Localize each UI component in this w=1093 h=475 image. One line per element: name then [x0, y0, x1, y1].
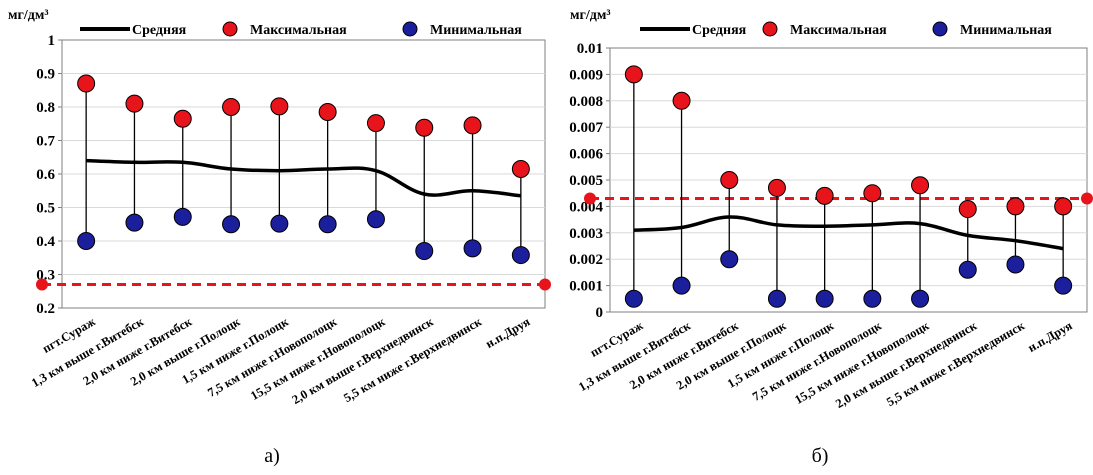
min-point [366, 210, 385, 229]
min-point [767, 289, 786, 308]
max-point [672, 91, 691, 110]
legend: Средняя Максимальная Минимальная [640, 21, 1052, 38]
legend-max-swatch [222, 21, 238, 37]
y-tick-label: 0.8 [36, 100, 55, 116]
y-tick-label: 0.2 [36, 301, 55, 317]
min-point [863, 289, 882, 308]
y-tick-label: 0.003 [569, 226, 603, 242]
legend-min-label: Минимальная [430, 23, 522, 38]
unit-label: мг/дм³ [570, 8, 611, 23]
y-tick-label: 0.01 [577, 41, 603, 57]
min-point [958, 260, 977, 279]
max-point [624, 65, 643, 84]
unit-label: мг/дм³ [8, 8, 49, 23]
min-point [318, 215, 337, 234]
min-point [173, 207, 192, 226]
legend: Средняя Максимальная Минимальная [80, 21, 522, 38]
max-point [125, 94, 144, 113]
threshold-endpoint [584, 192, 596, 205]
max-point [415, 118, 434, 137]
legend-min-label: Минимальная [960, 23, 1052, 38]
max-point [270, 97, 289, 116]
legend-mean-label: Средняя [132, 23, 187, 38]
y-tick-label: 0.002 [569, 252, 603, 268]
threshold-endpoint [539, 278, 551, 291]
max-point [815, 186, 834, 205]
min-point [77, 232, 96, 250]
min-point [911, 289, 930, 308]
max-point [1054, 197, 1073, 216]
y-tick-label: 0.7 [36, 134, 55, 150]
y-tick-label: 0.001 [569, 279, 603, 295]
max-point [511, 159, 530, 178]
min-point [511, 246, 530, 265]
legend-max-label: Максимальная [790, 23, 887, 38]
y-tick-label: 0.009 [569, 67, 603, 83]
y-tick-label: 0.007 [569, 120, 603, 136]
x-category-label: н.п.Друя [1025, 318, 1074, 355]
mean-series-line [633, 215, 1064, 251]
y-tick-label: 0.005 [569, 173, 603, 189]
min-point [1006, 255, 1025, 274]
min-point [624, 289, 643, 308]
min-point [815, 289, 834, 308]
min-point [672, 276, 691, 295]
y-tick-label: 0 [596, 305, 604, 321]
max-point [767, 178, 786, 197]
y-tick-label: 0.008 [569, 94, 603, 110]
min-point [415, 242, 434, 261]
min-point [125, 213, 144, 232]
max-point [720, 171, 739, 189]
max-point [463, 116, 482, 135]
min-point [1054, 276, 1073, 295]
max-point [958, 200, 977, 219]
threshold-endpoint [36, 278, 48, 291]
legend-min-swatch [402, 21, 418, 37]
min-point [463, 239, 482, 258]
y-tick-label: 0.5 [36, 201, 55, 217]
y-tick-label: 0.6 [36, 167, 55, 183]
max-point [1006, 197, 1025, 216]
mean-series-line [86, 158, 521, 198]
max-point [911, 176, 930, 195]
y-tick-label: 0.4 [36, 234, 55, 250]
min-point [270, 214, 289, 233]
panel-caption: б) [812, 445, 829, 467]
y-tick-label: 1 [48, 33, 56, 49]
y-tick-label: 0.004 [569, 199, 603, 215]
max-point [366, 114, 385, 133]
legend-max-swatch [762, 21, 778, 37]
max-point [318, 103, 337, 122]
x-category-label: н.п.Друя [483, 314, 532, 351]
max-point [863, 184, 882, 203]
legend-max-label: Максимальная [250, 23, 347, 38]
y-tick-label: 0.9 [36, 67, 55, 83]
chart-b: 0 0.001 0.002 0.003 0.004 0.005 0.006 0.007 0.00… [569, 8, 1093, 467]
min-point [720, 250, 739, 269]
max-point [77, 74, 96, 93]
legend-min-swatch [932, 21, 948, 37]
y-tick-label: 0.006 [569, 147, 603, 163]
max-point [173, 109, 192, 128]
max-point [222, 98, 241, 116]
panel-caption: а) [264, 445, 280, 467]
min-point [222, 215, 241, 234]
legend-mean-label: Средняя [692, 23, 747, 38]
threshold-endpoint [1081, 192, 1093, 205]
